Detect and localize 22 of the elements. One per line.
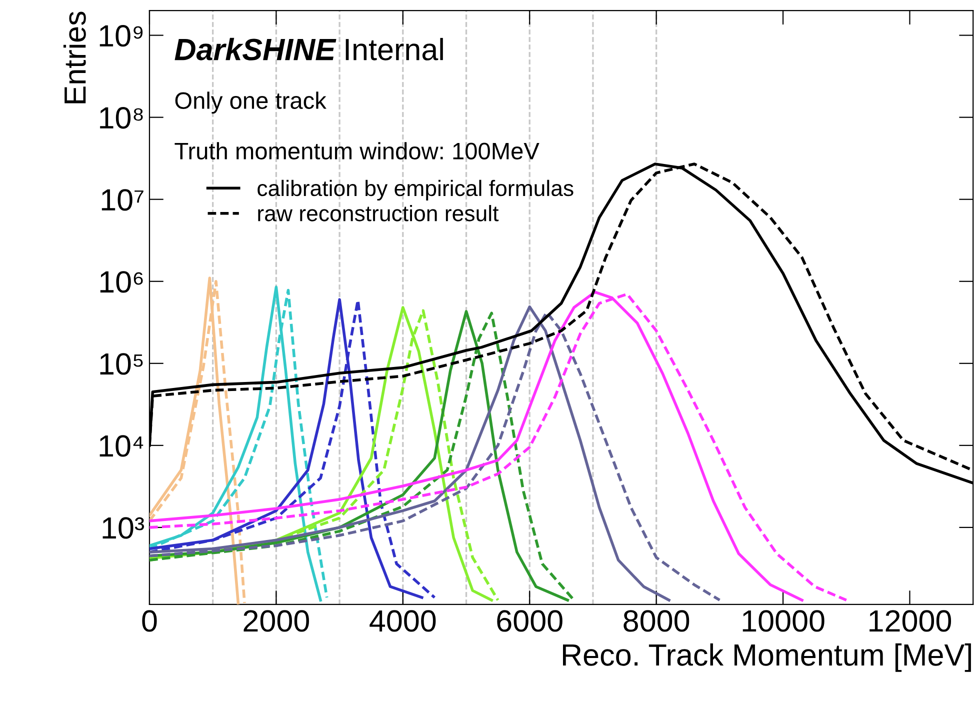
legend-label: raw reconstruction result (258, 205, 499, 222)
x-axis-title: Reco. Track Momentum [MeV] (563, 643, 971, 672)
y-tick-label: 10⁷ (102, 189, 144, 211)
annotation: Only one track (175, 92, 326, 114)
x-tick-label: 4000 (370, 610, 436, 632)
x-tick-label: 10000 (742, 610, 824, 632)
y-tick-label: 10⁹ (100, 25, 143, 47)
y-tick-label: 10⁶ (100, 271, 143, 293)
y-tick-label: 10⁵ (100, 353, 143, 375)
legend-label: calibration by empirical formulas (258, 180, 574, 201)
y-tick-label: 10⁴ (100, 435, 144, 457)
annotation: Internal (346, 38, 443, 60)
x-tick-label: 12000 (870, 610, 952, 632)
y-axis-title: Entries (63, 12, 86, 104)
y-tick-label: 10⁸ (100, 107, 143, 129)
x-tick-label: 0 (142, 610, 157, 632)
annotation: DarkSHINE (174, 38, 336, 60)
x-tick-label: 2000 (244, 610, 309, 632)
x-tick-label: 8000 (624, 610, 690, 632)
x-tick-label: 6000 (497, 610, 562, 632)
y-tick-label: 10³ (102, 517, 144, 539)
annotation: Truth momentum window: 100MeV (174, 142, 540, 160)
